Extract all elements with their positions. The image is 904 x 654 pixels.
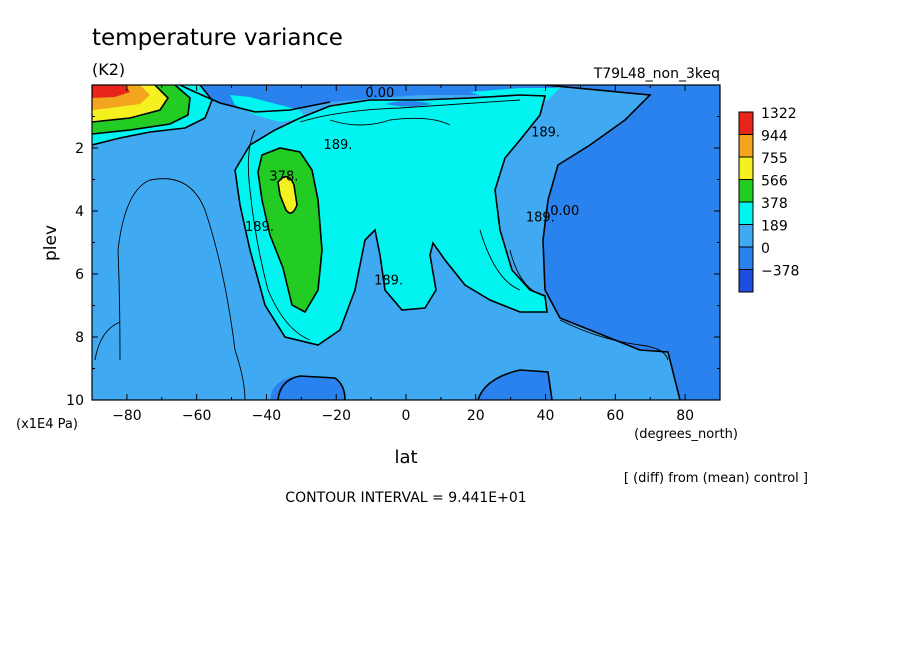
colorbar-label: 378	[761, 196, 788, 212]
contour-line	[329, 117, 451, 126]
x-tick-label: 60	[606, 408, 624, 424]
contour-value-label: 0.00	[550, 204, 579, 219]
contour-line	[559, 319, 669, 361]
y-axis-units: (x1E4 Pa)	[16, 417, 78, 432]
x-tick-label: 40	[537, 408, 555, 424]
y-axis-title: plev	[41, 225, 61, 261]
x-tick-label: −80	[112, 408, 142, 424]
contour-line	[94, 321, 121, 361]
contour-value-label: 189.	[323, 138, 352, 153]
contour-line	[92, 85, 170, 123]
fill-band-neg-bottom-right	[478, 370, 552, 400]
chart-title: temperature variance	[92, 25, 343, 51]
colorbar: 1322 944 755 566 378 189 0 −378	[738, 106, 799, 293]
contour-line	[234, 94, 548, 346]
x-axis-units: (degrees_north)	[634, 427, 738, 442]
colorbar-label: 944	[761, 129, 788, 145]
y-tick-label: 6	[75, 267, 84, 283]
x-tick-label: 0	[402, 408, 411, 424]
colorbar-swatch	[738, 246, 754, 270]
contour-value-label: 378.	[269, 169, 298, 184]
contour-line	[277, 175, 298, 214]
diff-note: [ (diff) from (mean) control ]	[624, 471, 808, 486]
y-tick-label: 8	[75, 330, 84, 346]
fill-band-inner-lens	[385, 101, 432, 107]
fill-band-189-378-top	[230, 95, 305, 122]
contour-value-label: 189.	[531, 125, 560, 140]
colorbar-swatch	[738, 201, 754, 225]
colorbar-label: 755	[761, 151, 788, 167]
contour-line	[247, 129, 311, 341]
contour-line	[179, 85, 331, 113]
run-label: T79L48_non_3keq	[593, 66, 720, 82]
fill-band-378-566	[258, 148, 322, 312]
contour-line	[277, 375, 346, 400]
contour-line	[117, 178, 246, 400]
contour-value-label: 189.	[526, 210, 555, 225]
fill-band-neg-east	[543, 85, 720, 400]
colorbar-swatch	[738, 156, 754, 180]
x-axis-title: lat	[394, 447, 417, 468]
contour-value-label: 189.	[245, 220, 274, 235]
colorbar-swatch	[738, 269, 754, 293]
fill-band-neg-bottom-left	[270, 376, 345, 400]
x-tick-label: 80	[676, 408, 694, 424]
contour-line	[92, 85, 191, 135]
x-tick-label: −40	[252, 408, 282, 424]
colorbar-label: 0	[761, 241, 770, 257]
fill-band-1322-pole	[92, 85, 130, 98]
colorbar-swatch	[738, 111, 754, 135]
colorbar-label: 566	[761, 174, 788, 190]
colorbar-label: −378	[761, 264, 799, 280]
units-label: (K2)	[92, 60, 125, 79]
x-tick-label: 20	[467, 408, 485, 424]
contour-line	[542, 85, 681, 400]
colorbar-swatch	[738, 224, 754, 248]
contour-value-label: 0.00	[365, 86, 394, 101]
contour-boundaries	[92, 85, 681, 400]
contour-value-label: 189.	[374, 273, 403, 288]
colorbar-label: 1322	[761, 106, 797, 122]
contour-interval-text: CONTOUR INTERVAL = 9.441E+01	[285, 490, 526, 506]
contour-line	[299, 99, 521, 123]
fill-band-566-755	[278, 176, 297, 214]
x-tick-label: −60	[182, 408, 212, 424]
x-tick-label: −20	[321, 408, 351, 424]
y-tick-label: 10	[66, 393, 84, 409]
axes-layer: −80 −60 −40 −20 0 20 40 60 80 2 4 6 8 10	[66, 85, 721, 424]
colorbar-swatch	[738, 134, 754, 158]
contour-line	[477, 369, 553, 400]
contour-line	[257, 147, 323, 314]
colorbar-label: 189	[761, 219, 788, 235]
colorbar-swatch	[738, 179, 754, 203]
y-tick-label: 2	[75, 141, 84, 157]
y-tick-label: 4	[75, 204, 84, 220]
contour-line	[479, 229, 521, 291]
